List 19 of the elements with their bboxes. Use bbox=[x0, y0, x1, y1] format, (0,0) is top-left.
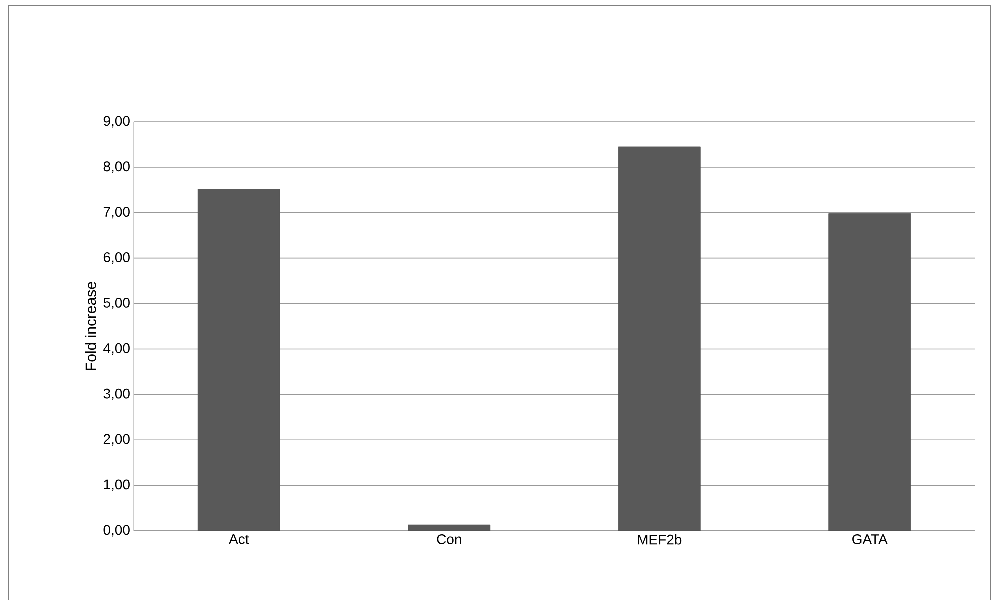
y-tick-label: 5,00 bbox=[104, 298, 130, 310]
x-tick-label: Act bbox=[229, 534, 250, 544]
x-tick-label: MEF2b bbox=[638, 534, 682, 545]
y-tick-label: 2,00 bbox=[104, 434, 130, 446]
bar bbox=[408, 524, 491, 532]
y-tick-label: 6,00 bbox=[104, 252, 130, 264]
y-tick-label: 3,00 bbox=[104, 388, 130, 400]
y-tick-label: 4,00 bbox=[104, 343, 130, 355]
x-tick-label: Con bbox=[437, 534, 462, 544]
y-tick-label: 9,00 bbox=[104, 116, 130, 128]
y-axis-title: Fold increase bbox=[85, 282, 96, 370]
y-tick-label: 1,00 bbox=[104, 480, 130, 492]
bar bbox=[828, 214, 912, 532]
y-tick-label: 8,00 bbox=[104, 162, 130, 174]
bar bbox=[198, 189, 280, 532]
y-tick-label: 7,00 bbox=[104, 207, 130, 219]
bar bbox=[618, 146, 701, 532]
x-tick-label: GATA bbox=[852, 534, 888, 544]
y-tick-label: 0,00 bbox=[104, 525, 130, 537]
